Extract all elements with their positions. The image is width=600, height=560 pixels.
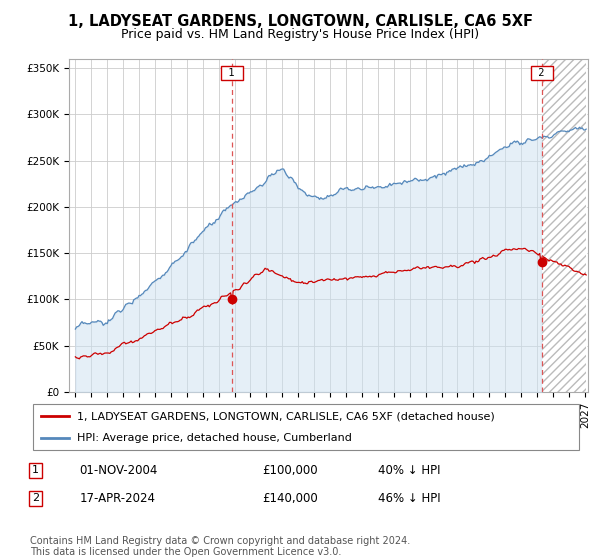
Text: 17-APR-2024: 17-APR-2024 <box>80 492 155 505</box>
Text: 1, LADYSEAT GARDENS, LONGTOWN, CARLISLE, CA6 5XF: 1, LADYSEAT GARDENS, LONGTOWN, CARLISLE,… <box>67 14 533 29</box>
Text: 1: 1 <box>223 68 241 78</box>
Text: 2: 2 <box>532 68 551 78</box>
Text: HPI: Average price, detached house, Cumberland: HPI: Average price, detached house, Cumb… <box>77 433 352 443</box>
Text: Contains HM Land Registry data © Crown copyright and database right 2024.
This d: Contains HM Land Registry data © Crown c… <box>30 535 410 557</box>
Text: £140,000: £140,000 <box>262 492 317 505</box>
Text: 01-NOV-2004: 01-NOV-2004 <box>80 464 158 477</box>
Text: Price paid vs. HM Land Registry's House Price Index (HPI): Price paid vs. HM Land Registry's House … <box>121 28 479 41</box>
Text: £100,000: £100,000 <box>262 464 317 477</box>
FancyBboxPatch shape <box>33 404 579 450</box>
Bar <box>542 59 586 392</box>
Text: 2: 2 <box>32 493 39 503</box>
Text: 40% ↓ HPI: 40% ↓ HPI <box>378 464 440 477</box>
Text: 46% ↓ HPI: 46% ↓ HPI <box>378 492 440 505</box>
Text: 1: 1 <box>32 465 39 475</box>
Text: 1, LADYSEAT GARDENS, LONGTOWN, CARLISLE, CA6 5XF (detached house): 1, LADYSEAT GARDENS, LONGTOWN, CARLISLE,… <box>77 411 494 421</box>
